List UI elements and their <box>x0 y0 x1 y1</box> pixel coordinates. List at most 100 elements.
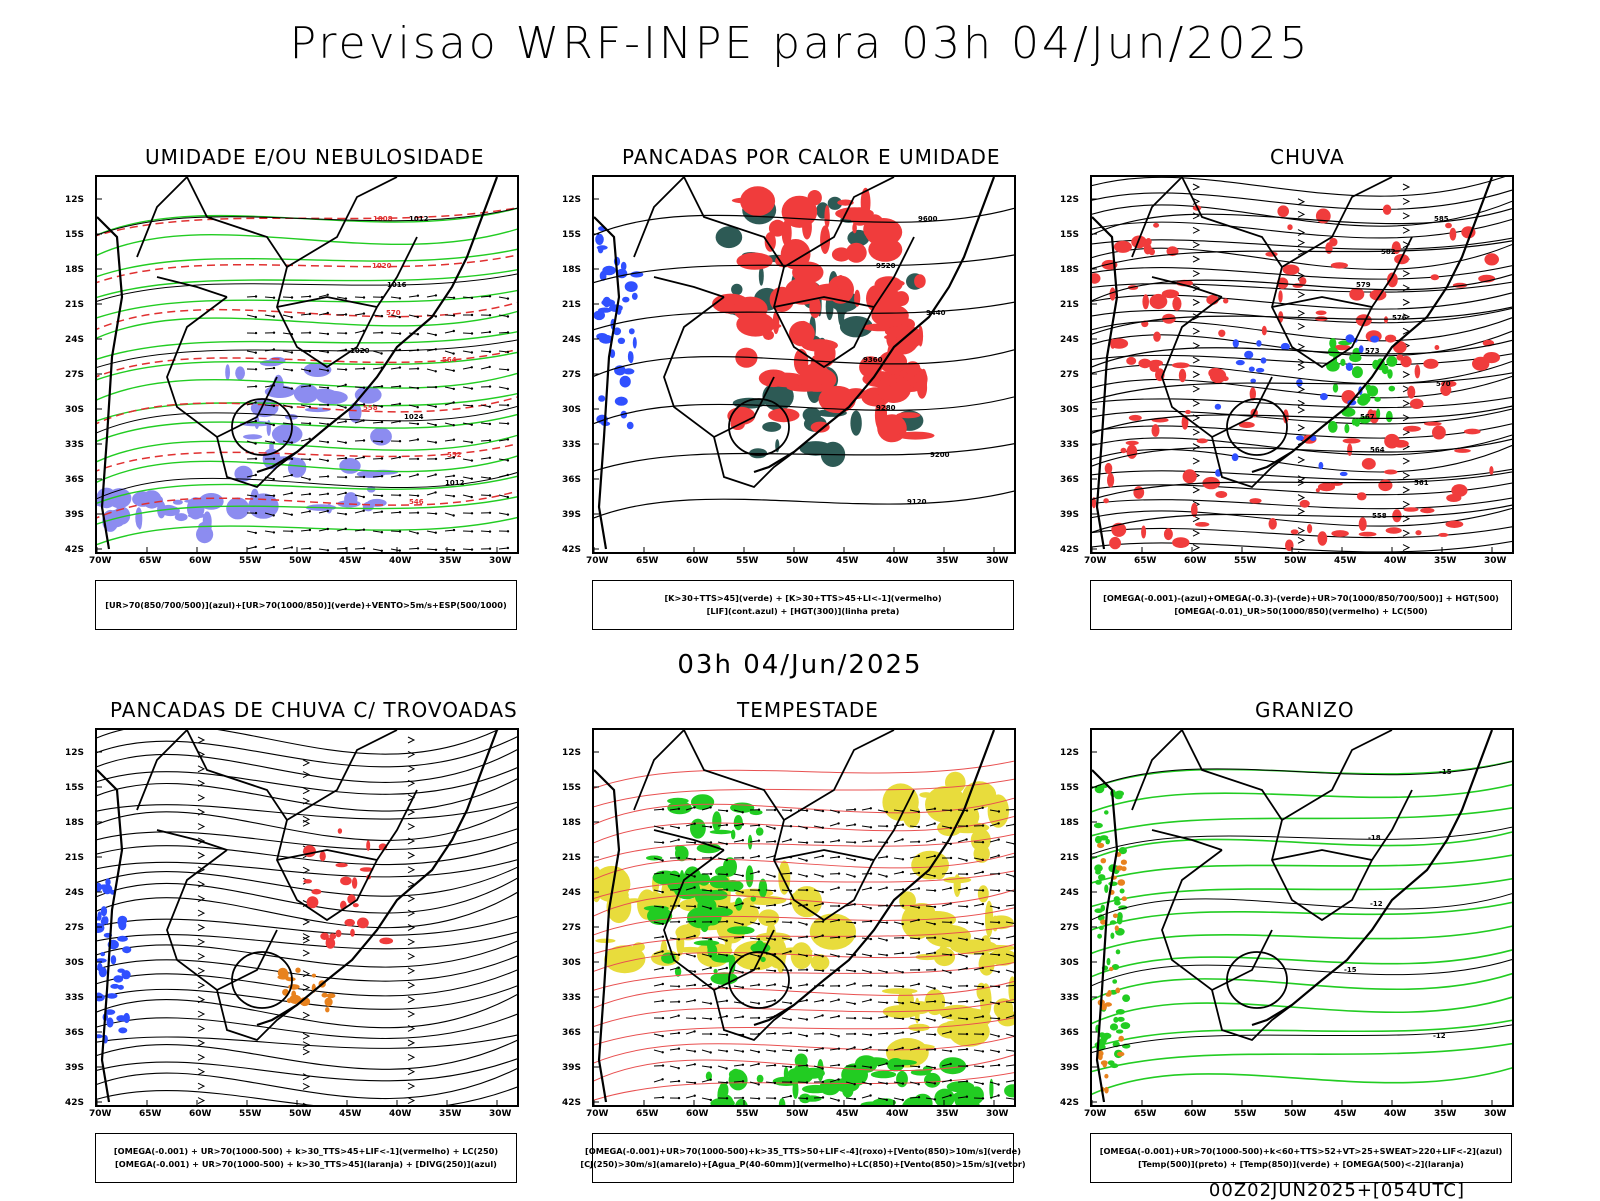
wind-vector <box>319 333 328 334</box>
lon-tick-label: 65W <box>636 1109 659 1119</box>
thunderstorm-orange-area <box>295 968 300 973</box>
wind-vector <box>1006 1080 1015 1082</box>
wind-vector <box>463 367 472 369</box>
wind-vector-head <box>758 923 760 925</box>
wind-vector-head <box>742 811 744 813</box>
contour-label: -12 <box>1370 900 1383 908</box>
streamline-arrow <box>1193 444 1199 450</box>
streamline-arrow <box>1403 545 1409 551</box>
lon-tick-label: 30W <box>1484 1109 1507 1119</box>
wind-vector-head <box>886 1015 888 1017</box>
rain-area <box>1407 386 1415 399</box>
wind-850-area <box>802 1085 829 1093</box>
wind-vector-head <box>507 422 509 424</box>
wind-vector <box>445 513 454 516</box>
wind-vector-head <box>965 838 967 840</box>
wind-vector-head <box>291 492 293 494</box>
temp-850-contour <box>1107 958 1111 965</box>
wind-vector-head <box>886 825 888 827</box>
wind-vector-head <box>678 839 680 841</box>
wind-vector-head <box>758 871 760 873</box>
wind-vector-head <box>998 1064 1000 1066</box>
humid-upper-area <box>235 366 245 379</box>
wind-vector <box>654 1001 663 1002</box>
wind-vector-head <box>998 921 1000 923</box>
wind-vector-head <box>1014 823 1016 825</box>
wind-vector-head <box>854 1033 856 1035</box>
heat-instability-area <box>832 247 851 261</box>
contour-label: 9280 <box>876 404 896 412</box>
wind-vector <box>463 405 472 406</box>
wind-vector-head <box>870 1066 872 1068</box>
rain-area <box>1278 290 1282 302</box>
rain-area <box>1162 289 1179 298</box>
wind-vector <box>301 477 310 479</box>
streamline-arrow <box>408 1040 414 1046</box>
thunderstorm-area <box>352 877 357 889</box>
wind-vector-head <box>471 366 473 368</box>
wind-vector-head <box>822 934 824 936</box>
lon-tick-label: 60W <box>1184 556 1207 566</box>
streamline-arrow <box>303 1012 309 1018</box>
wind-vector-head <box>381 511 383 513</box>
wind-vector-head <box>966 1033 968 1035</box>
wind-vector <box>337 441 346 443</box>
wind-vector-head <box>417 387 419 389</box>
wind-vector <box>427 549 436 550</box>
wind-850-area <box>779 1098 786 1112</box>
wind-vector-head <box>309 510 311 512</box>
wind-vector <box>1006 874 1015 877</box>
wind-vector <box>718 1034 727 1035</box>
omega-strong-area <box>1389 386 1396 392</box>
wind-vector-head <box>790 1066 792 1068</box>
contour-label: 1020 <box>372 262 392 270</box>
wind-vector-head <box>774 999 776 1001</box>
wind-vector-head <box>726 824 728 826</box>
streamline <box>92 717 522 754</box>
legend-box: [UR>70(850/700/500)](azul)+[UR>70(1000/8… <box>95 580 517 630</box>
rain-area <box>1110 338 1128 348</box>
wind-vector-head <box>662 808 664 810</box>
lon-tick-label: 65W <box>636 556 659 566</box>
wind-vector <box>718 968 727 970</box>
thunderstorm-orange-area <box>291 991 296 999</box>
wind-vector <box>670 1049 679 1050</box>
heat-instability-area <box>920 369 927 392</box>
wind-vector-head <box>417 532 419 534</box>
streamline-arrow <box>1403 472 1409 478</box>
rain-area <box>1404 507 1419 512</box>
wind-vector-head <box>507 297 509 299</box>
wind-vector <box>894 872 903 874</box>
wind-vector <box>686 985 695 986</box>
legend-line-1: [OMEGA(-0.001)-(azul)+OMEGA(-0.3)-(verde… <box>1103 592 1499 605</box>
wind-850-area <box>756 827 764 835</box>
rain-area <box>1185 410 1191 414</box>
wind-vector-head <box>934 923 936 925</box>
lat-tick-label: 42S <box>1060 1098 1079 1108</box>
wind-vector-head <box>489 366 491 368</box>
streamline-arrow <box>408 1069 414 1075</box>
wind-vector-head <box>327 369 329 371</box>
wind-vector-head <box>1014 1079 1016 1081</box>
wind-850-area <box>731 830 735 840</box>
wind-vector <box>894 890 903 891</box>
heat-instability-area <box>737 253 773 270</box>
wind-vector <box>862 986 871 987</box>
wind-vector <box>247 297 256 298</box>
wind-vector-head <box>821 1067 823 1069</box>
wind-850-area <box>746 865 754 887</box>
rain-area <box>1183 469 1197 483</box>
rain-area <box>1331 262 1348 268</box>
wind-vector-head <box>838 1099 840 1101</box>
divergence-area <box>117 936 128 942</box>
wind-vector <box>391 531 400 532</box>
wind-vector-head <box>918 855 920 857</box>
wind-vector-head <box>806 1049 808 1051</box>
wind-vector-head <box>1014 843 1016 845</box>
wind-vector-head <box>255 532 257 534</box>
lat-tick-label: 36S <box>562 475 581 485</box>
instability-dark-area <box>716 226 743 248</box>
wind-vector-head <box>363 387 365 389</box>
wind-vector-head <box>822 875 824 877</box>
